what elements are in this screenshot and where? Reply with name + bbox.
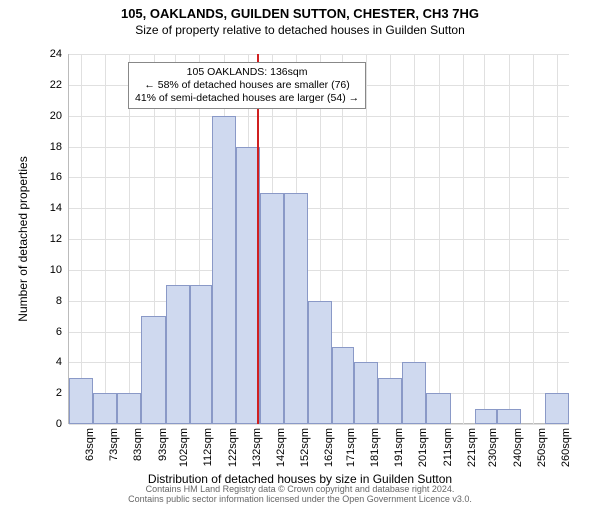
plot-area bbox=[68, 54, 568, 424]
histogram-bar bbox=[69, 378, 93, 424]
x-tick: 73sqm bbox=[108, 428, 120, 461]
histogram-bar bbox=[93, 393, 117, 424]
grid-v bbox=[439, 54, 440, 424]
grid-h bbox=[69, 424, 569, 425]
y-tick: 6 bbox=[32, 326, 62, 338]
grid-v bbox=[390, 54, 391, 424]
y-tick: 4 bbox=[32, 356, 62, 368]
y-tick: 18 bbox=[32, 141, 62, 153]
grid-h bbox=[69, 239, 569, 240]
x-tick: 102sqm bbox=[178, 428, 190, 467]
x-tick: 230sqm bbox=[487, 428, 499, 467]
x-tick: 221sqm bbox=[466, 428, 478, 467]
y-tick: 24 bbox=[32, 48, 62, 60]
x-tick: 162sqm bbox=[323, 428, 335, 467]
grid-v bbox=[129, 54, 130, 424]
footer-line2: Contains public sector information licen… bbox=[0, 494, 600, 504]
y-tick: 10 bbox=[32, 264, 62, 276]
footer-line1: Contains HM Land Registry data © Crown c… bbox=[0, 484, 600, 494]
grid-h bbox=[69, 54, 569, 55]
x-tick: 191sqm bbox=[393, 428, 405, 467]
x-tick: 240sqm bbox=[512, 428, 524, 467]
callout-box: 105 OAKLANDS: 136sqm ← 58% of detached h… bbox=[128, 62, 366, 109]
histogram-bar bbox=[117, 393, 141, 424]
x-tick: 171sqm bbox=[345, 428, 357, 467]
x-tick: 211sqm bbox=[442, 428, 454, 466]
y-tick: 22 bbox=[32, 79, 62, 91]
grid-v bbox=[484, 54, 485, 424]
histogram-bar bbox=[378, 378, 402, 424]
x-tick: 93sqm bbox=[157, 428, 169, 461]
y-tick: 0 bbox=[32, 418, 62, 430]
histogram-bar bbox=[190, 285, 212, 424]
grid-v bbox=[557, 54, 558, 424]
reference-line bbox=[257, 54, 259, 424]
grid-h bbox=[69, 208, 569, 209]
x-tick: 260sqm bbox=[560, 428, 572, 467]
histogram-bar bbox=[475, 409, 497, 424]
grid-h bbox=[69, 270, 569, 271]
x-tick: 132sqm bbox=[251, 428, 263, 467]
footer-attribution: Contains HM Land Registry data © Crown c… bbox=[0, 484, 600, 504]
histogram-bar bbox=[212, 116, 236, 424]
histogram-bar bbox=[354, 362, 378, 424]
y-tick: 20 bbox=[32, 110, 62, 122]
histogram-bar bbox=[497, 409, 521, 424]
x-tick: 181sqm bbox=[369, 428, 381, 467]
grid-v bbox=[463, 54, 464, 424]
y-tick: 8 bbox=[32, 295, 62, 307]
histogram-bar bbox=[166, 285, 190, 424]
callout-line2: ← 58% of detached houses are smaller (76… bbox=[135, 79, 359, 92]
x-tick: 63sqm bbox=[84, 428, 96, 461]
x-tick: 122sqm bbox=[227, 428, 239, 467]
y-tick: 12 bbox=[32, 233, 62, 245]
x-tick: 201sqm bbox=[417, 428, 429, 467]
x-tick: 250sqm bbox=[536, 428, 548, 467]
x-tick: 152sqm bbox=[299, 428, 311, 467]
histogram-bar bbox=[545, 393, 569, 424]
histogram-bar bbox=[236, 147, 260, 425]
callout-line3: 41% of semi-detached houses are larger (… bbox=[135, 92, 359, 105]
histogram-bar bbox=[426, 393, 450, 424]
histogram-bar bbox=[284, 193, 308, 424]
page-title: 105, OAKLANDS, GUILDEN SUTTON, CHESTER, … bbox=[0, 6, 600, 21]
grid-h bbox=[69, 116, 569, 117]
y-tick: 2 bbox=[32, 387, 62, 399]
grid-v bbox=[509, 54, 510, 424]
histogram-bar bbox=[402, 362, 426, 424]
x-tick: 83sqm bbox=[132, 428, 144, 461]
histogram-chart: Number of detached properties 105 OAKLAN… bbox=[68, 54, 568, 424]
grid-v bbox=[105, 54, 106, 424]
grid-v bbox=[81, 54, 82, 424]
grid-h bbox=[69, 147, 569, 148]
x-tick: 142sqm bbox=[275, 428, 287, 467]
histogram-bar bbox=[308, 301, 332, 424]
x-tick: 112sqm bbox=[202, 428, 214, 466]
y-tick: 16 bbox=[32, 171, 62, 183]
histogram-bar bbox=[332, 347, 354, 424]
grid-v bbox=[533, 54, 534, 424]
histogram-bar bbox=[141, 316, 165, 424]
y-axis-label: Number of detached properties bbox=[16, 156, 30, 321]
histogram-bar bbox=[260, 193, 284, 424]
grid-h bbox=[69, 177, 569, 178]
y-tick: 14 bbox=[32, 202, 62, 214]
callout-line1: 105 OAKLANDS: 136sqm bbox=[135, 66, 359, 79]
page-subtitle: Size of property relative to detached ho… bbox=[0, 23, 600, 37]
